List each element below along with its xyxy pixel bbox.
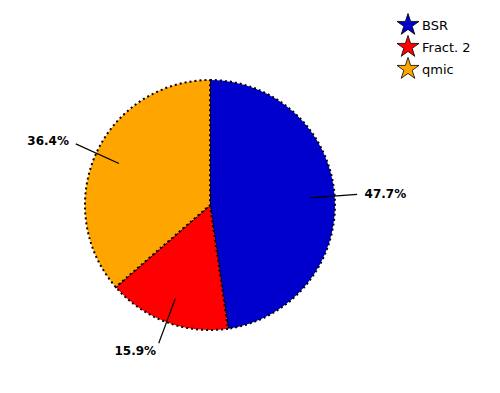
legend-swatch	[397, 35, 419, 56]
legend-label: BSR	[422, 18, 448, 33]
chart: 47.7% 15.9% 36.4% BSR Fract. 2 qmic	[0, 0, 500, 393]
legend-label: Fract. 2	[422, 40, 471, 55]
data-label: 15.9%	[114, 344, 156, 358]
leader-line	[76, 144, 119, 164]
data-labels: 47.7% 15.9% 36.4%	[27, 134, 406, 358]
legend-item: BSR	[397, 13, 448, 34]
data-label: 36.4%	[27, 134, 69, 148]
pie-slice	[85, 80, 210, 287]
legend-item: Fract. 2	[397, 35, 471, 56]
data-label: 47.7%	[365, 187, 407, 201]
legend: BSR Fract. 2 qmic	[397, 13, 471, 78]
pie	[85, 80, 335, 330]
leader-line	[159, 299, 176, 344]
pie-slice	[210, 80, 335, 329]
leader-line	[310, 194, 357, 197]
legend-swatch	[397, 13, 419, 34]
legend-swatch	[397, 57, 419, 78]
legend-label: qmic	[422, 62, 454, 77]
legend-item: qmic	[397, 57, 454, 78]
